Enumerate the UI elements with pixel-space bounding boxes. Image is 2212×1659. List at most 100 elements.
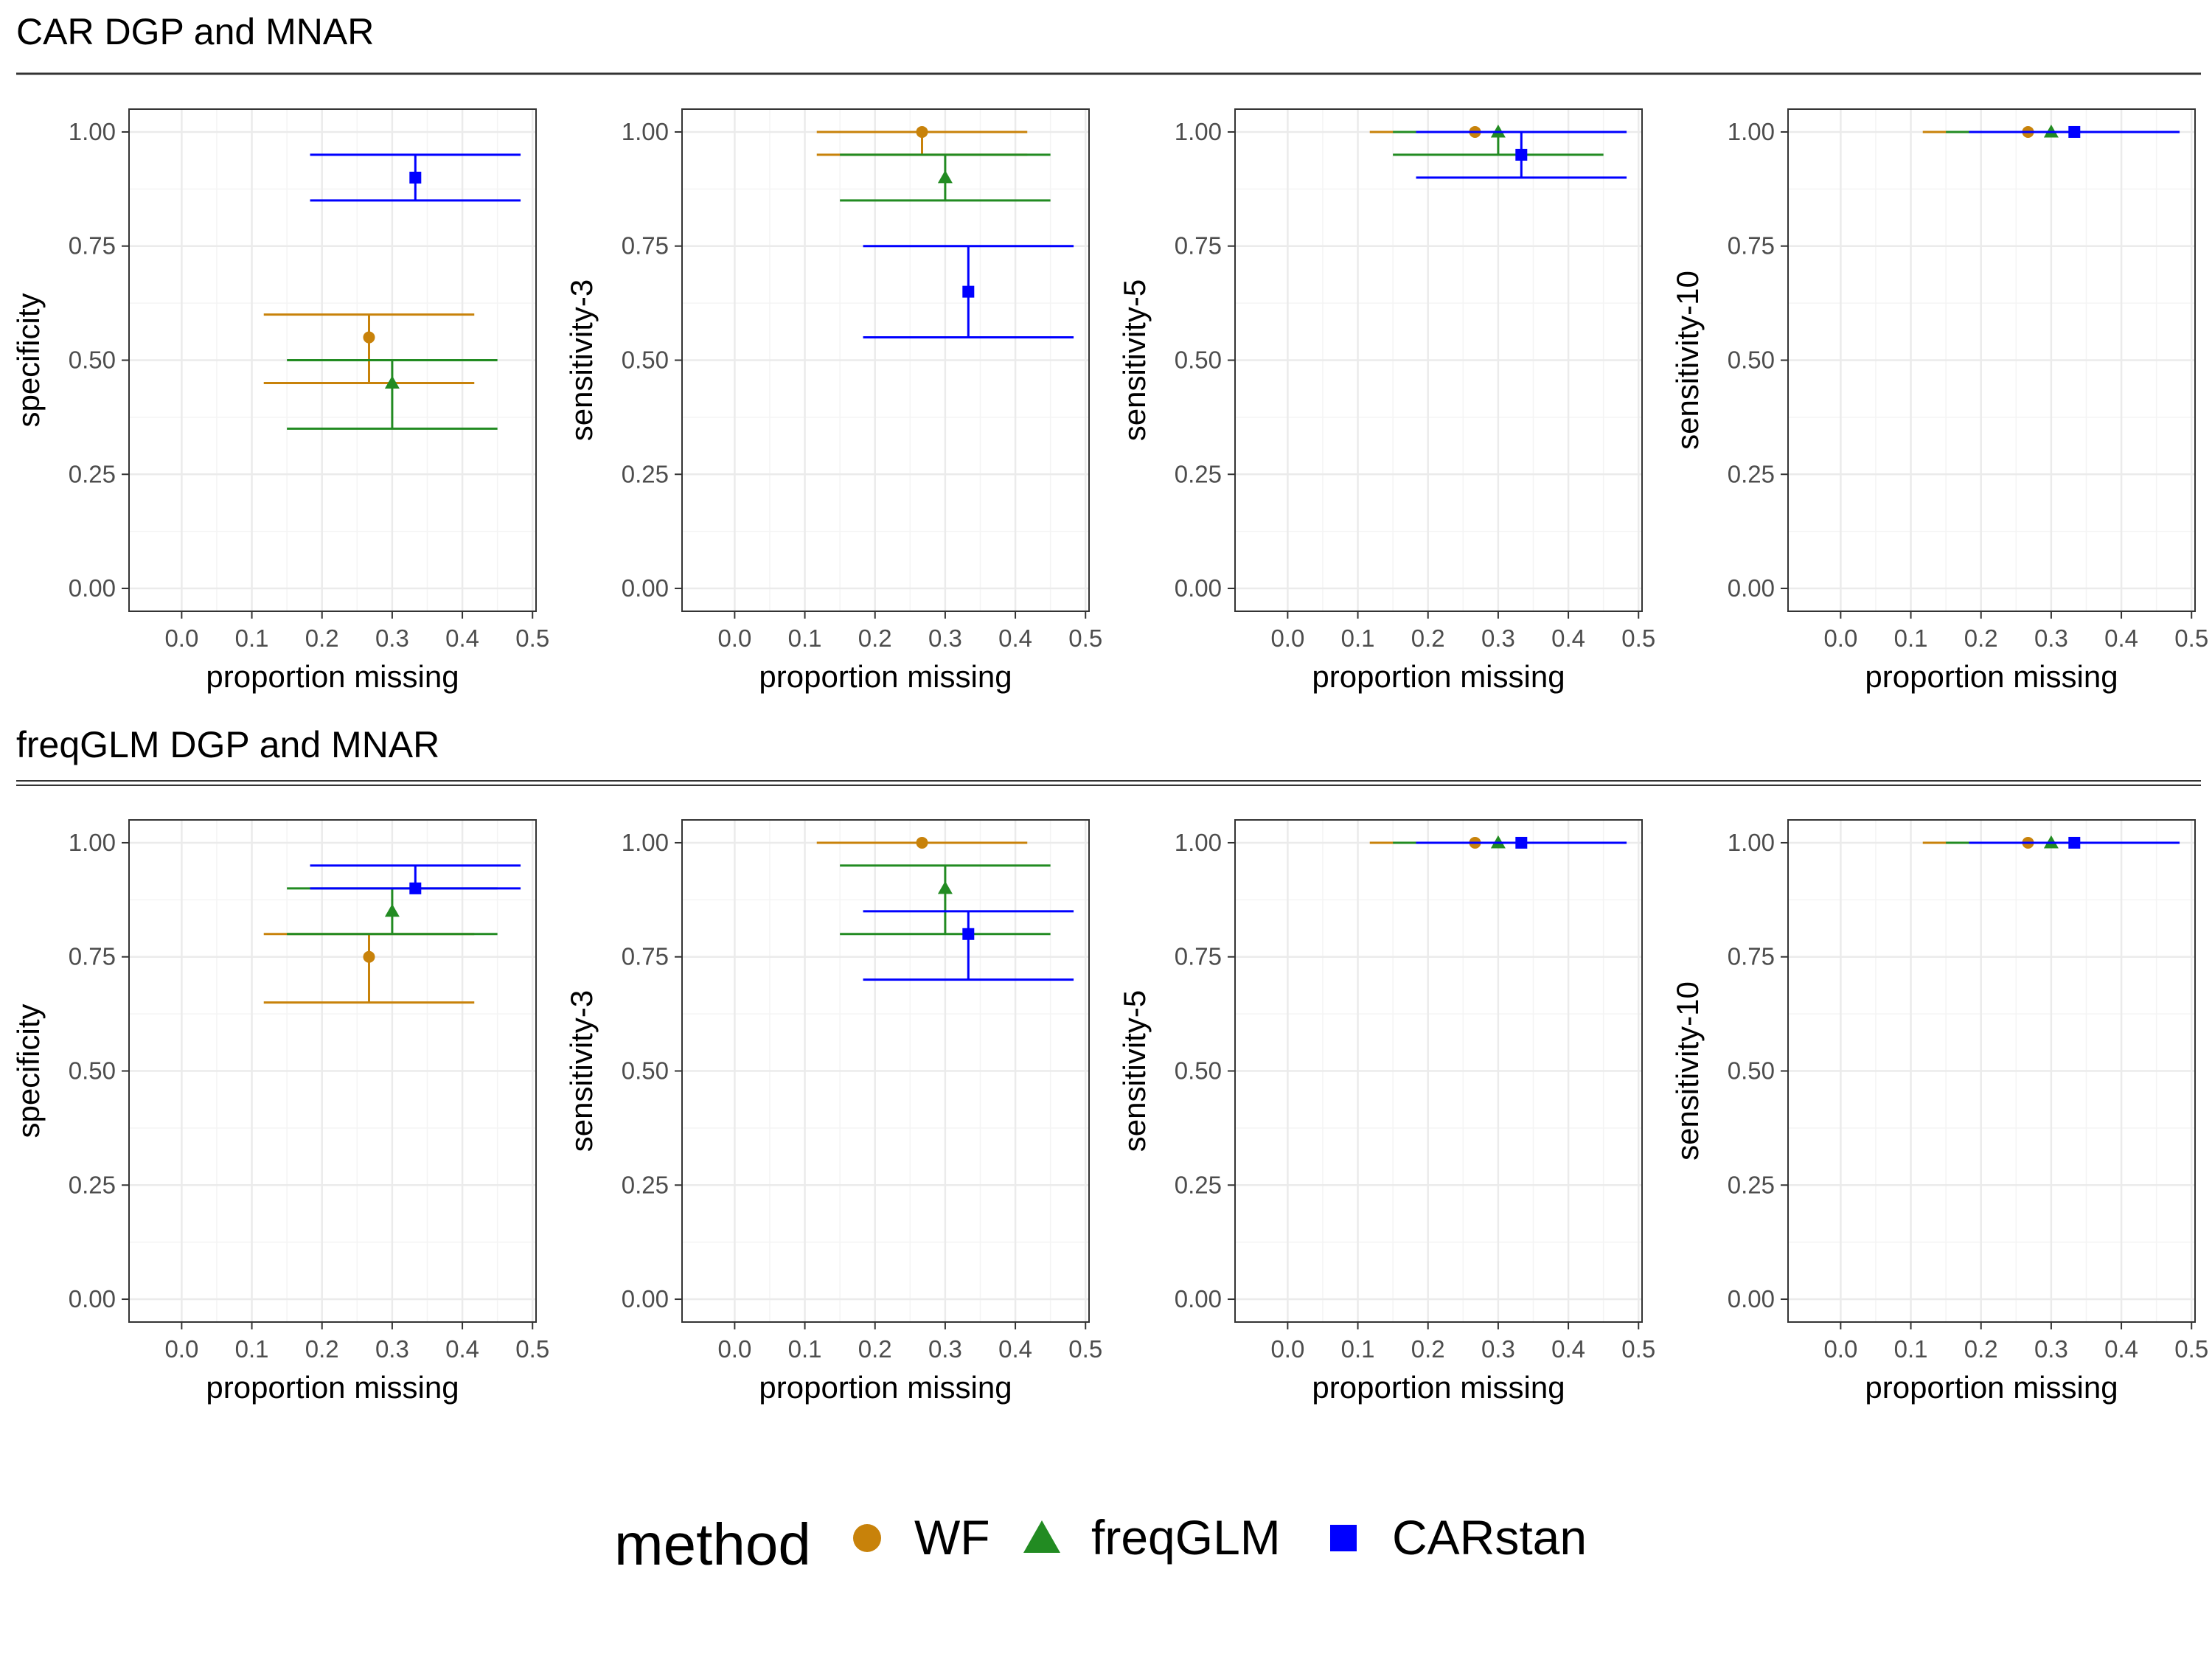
x-tick-label: 0.4 <box>445 1335 479 1363</box>
point-CARstan <box>409 171 422 184</box>
x-tick-label: 0.3 <box>2034 1335 2068 1363</box>
panel-border <box>681 108 1090 612</box>
panel-border <box>1234 819 1643 1323</box>
x-tick-label: 0.2 <box>305 625 339 652</box>
x-tick-label: 0.5 <box>2174 625 2208 652</box>
series-CARstan <box>863 245 1074 339</box>
x-tick-label: 0.2 <box>1411 1335 1445 1363</box>
x-axis-label: proportion missing <box>759 1370 1012 1405</box>
y-tick-label: 1.00 <box>1175 829 1222 856</box>
y-tick-label: 0.25 <box>622 1171 669 1198</box>
row-title: CAR DGP and MNAR <box>16 11 374 52</box>
x-tick-label: 0.4 <box>2104 625 2138 652</box>
x-tick-label: 0.1 <box>235 1335 269 1363</box>
y-tick-label: 0.75 <box>1728 232 1775 260</box>
x-axis-label: proportion missing <box>206 659 459 694</box>
legend-key-freqGLM <box>1023 1520 1060 1553</box>
x-tick-label: 0.3 <box>375 625 409 652</box>
point-freqGLM <box>384 375 400 389</box>
x-axis-label: proportion missing <box>1865 1370 2118 1405</box>
y-axis-label: specificity <box>11 1004 46 1138</box>
panel-border <box>128 819 537 1323</box>
panel: 0.0 0.1 0.2 0.3 0.4 0.5 0.00 0.25 0.50 0.75 1.00 pr… <box>1670 108 2208 694</box>
legend-key-CARstan <box>1330 1525 1357 1551</box>
panel-border <box>681 819 1090 1323</box>
panel: 0.0 0.1 0.2 0.3 0.4 0.5 0.00 0.25 0.50 0.75 1.00 pr… <box>564 819 1102 1405</box>
x-tick-label: 0.2 <box>1964 625 1998 652</box>
x-tick-label: 0.3 <box>928 625 962 652</box>
x-tick-label: 0.2 <box>1964 1335 1998 1363</box>
series-CARstan <box>1416 131 1627 179</box>
y-tick-label: 0.00 <box>69 574 116 602</box>
series-freqGLM <box>287 359 498 430</box>
series-CARstan <box>1969 125 2180 138</box>
x-tick-label: 0.3 <box>375 1335 409 1363</box>
x-tick-label: 0.2 <box>858 625 892 652</box>
x-tick-label: 0.5 <box>1621 625 1655 652</box>
y-tick-label: 1.00 <box>69 829 116 856</box>
series-WF <box>263 933 475 1004</box>
y-tick-label: 1.00 <box>1728 118 1775 145</box>
legend-label: freqGLM <box>1091 1510 1281 1565</box>
y-tick-label: 0.75 <box>69 232 116 260</box>
x-tick-label: 0.5 <box>515 625 549 652</box>
x-tick-label: 0.4 <box>1551 625 1585 652</box>
panel: 0.0 0.1 0.2 0.3 0.4 0.5 0.00 0.25 0.50 0.75 1.00 pr… <box>1117 819 1655 1405</box>
x-tick-label: 0.1 <box>788 625 822 652</box>
facet-row: freqGLM DGP and MNAR 0.0 0.1 0.2 0.3 0.4 0.5 0.… <box>11 724 2208 1405</box>
y-tick-label: 0.50 <box>69 347 116 374</box>
x-axis-label: proportion missing <box>1865 659 2118 694</box>
x-axis-label: proportion missing <box>1312 1370 1565 1405</box>
y-tick-label: 0.75 <box>1728 943 1775 970</box>
panel: 0.0 0.1 0.2 0.3 0.4 0.5 0.00 0.25 0.50 0.75 1.00 pr… <box>11 108 549 694</box>
point-WF <box>363 950 375 963</box>
x-tick-label: 0.1 <box>1341 1335 1375 1363</box>
x-tick-label: 0.3 <box>1481 1335 1515 1363</box>
point-CARstan <box>2068 836 2081 849</box>
y-tick-label: 0.00 <box>69 1285 116 1312</box>
series-CARstan <box>1416 836 1627 849</box>
x-tick-label: 0.0 <box>717 1335 751 1363</box>
row-title: freqGLM DGP and MNAR <box>16 724 439 765</box>
y-tick-label: 0.75 <box>1175 943 1222 970</box>
y-tick-label: 0.25 <box>622 460 669 487</box>
y-tick-label: 0.00 <box>622 1285 669 1312</box>
y-tick-label: 1.00 <box>622 118 669 145</box>
y-tick-label: 0.50 <box>622 347 669 374</box>
y-tick-label: 0.50 <box>1728 1057 1775 1085</box>
x-tick-label: 0.2 <box>858 1335 892 1363</box>
point-CARstan <box>1515 836 1528 849</box>
panel-border <box>1234 108 1643 612</box>
x-tick-label: 0.0 <box>1823 625 1857 652</box>
panel: 0.0 0.1 0.2 0.3 0.4 0.5 0.00 0.25 0.50 0.75 1.00 pr… <box>564 108 1102 694</box>
x-tick-label: 0.5 <box>1621 1335 1655 1363</box>
x-tick-label: 0.4 <box>998 625 1032 652</box>
x-tick-label: 0.0 <box>1270 625 1304 652</box>
series-freqGLM <box>1393 124 1604 156</box>
point-CARstan <box>1515 148 1528 161</box>
x-tick-label: 0.5 <box>515 1335 549 1363</box>
series-freqGLM <box>840 153 1051 202</box>
y-tick-label: 0.50 <box>1175 1057 1222 1085</box>
x-tick-label: 0.1 <box>1894 1335 1928 1363</box>
y-tick-label: 0.50 <box>1175 347 1222 374</box>
y-tick-label: 0.50 <box>622 1057 669 1085</box>
y-tick-label: 0.25 <box>1175 1171 1222 1198</box>
x-axis-label: proportion missing <box>1312 659 1565 694</box>
y-tick-label: 1.00 <box>1175 118 1222 145</box>
x-tick-label: 0.4 <box>2104 1335 2138 1363</box>
x-tick-label: 0.1 <box>1894 625 1928 652</box>
y-tick-label: 0.50 <box>1728 347 1775 374</box>
y-axis-label: sensitivity-3 <box>564 990 599 1152</box>
y-tick-label: 0.00 <box>1175 574 1222 602</box>
y-tick-label: 0.75 <box>1175 232 1222 260</box>
y-tick-label: 0.75 <box>69 943 116 970</box>
panel-border <box>1787 819 2196 1323</box>
x-tick-label: 0.0 <box>1270 1335 1304 1363</box>
x-tick-label: 0.3 <box>928 1335 962 1363</box>
series-CARstan <box>863 910 1074 981</box>
series-freqGLM <box>840 864 1051 936</box>
y-tick-label: 0.25 <box>1728 1171 1775 1198</box>
y-tick-label: 0.00 <box>1175 1285 1222 1312</box>
